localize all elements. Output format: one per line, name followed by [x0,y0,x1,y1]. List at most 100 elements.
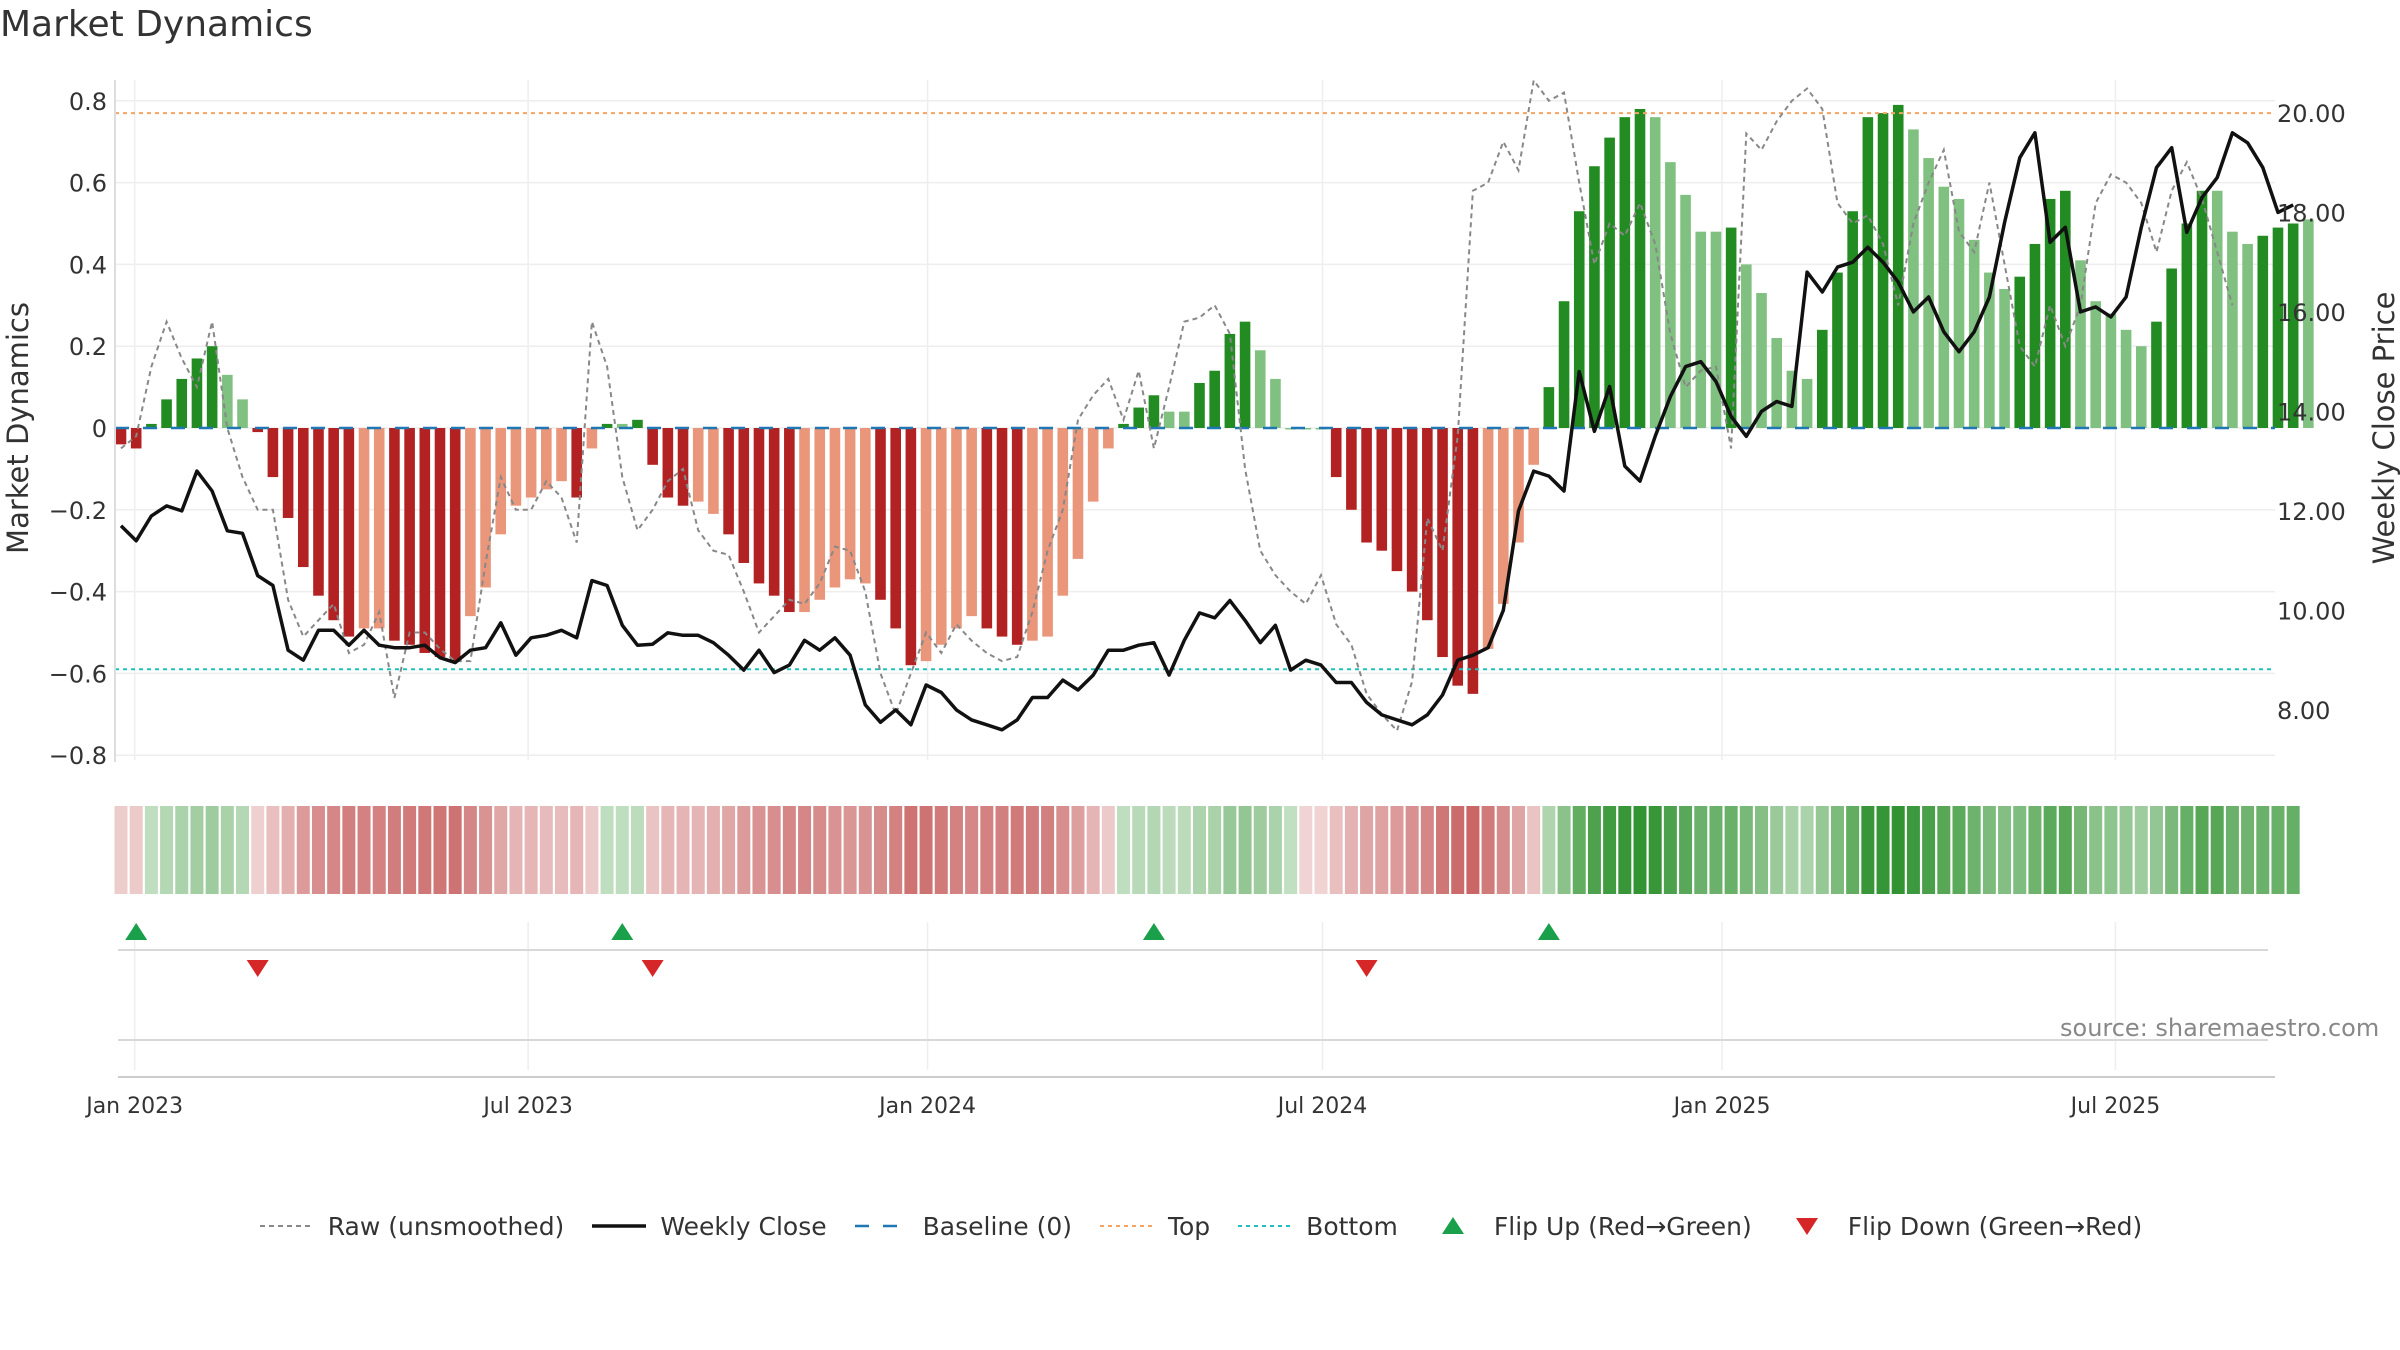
y2-tick-label: 18.00 [2277,199,2346,227]
dynamics-bar [1497,428,1509,604]
regime-cell [1147,806,1161,894]
dynamics-bar [814,428,826,600]
regime-cell [1056,806,1070,894]
regime-cell [782,806,796,894]
dynamics-bar [206,346,218,428]
flip-down-marker [641,960,664,977]
regime-cell [524,806,538,894]
regime-cell [1739,806,1753,894]
y-tick-label: 0 [92,415,107,443]
dynamics-bar [1725,227,1737,428]
dynamics-bar [541,428,552,490]
regime-cell [403,806,417,894]
regime-cell [1557,806,1571,894]
dynamics-bar [920,428,932,662]
dynamics-bar [966,428,977,617]
regime-cell [1846,806,1860,894]
dynamics-bar [1042,428,1053,637]
dynamics-bar [358,428,370,629]
dynamics-bar [191,358,203,428]
regime-cell [1906,806,1920,894]
regime-cell [1511,806,1525,894]
dynamics-bar [2196,190,2208,428]
regime-cell [2180,806,2194,894]
dynamics-bar [1999,288,2010,428]
dynamics-bar [1118,423,1129,428]
regime-cell [1466,806,1480,894]
dynamics-bar [1224,333,1236,428]
dynamics-bar [510,428,522,506]
regime-cell [281,806,295,894]
dynamics-bar [525,428,537,498]
regime-cell [889,806,903,894]
regime-cell [1618,806,1632,894]
regime-cell [372,806,386,894]
dynamics-bar [2075,260,2086,428]
dynamics-bar [996,428,1008,637]
dynamics-bar [951,428,962,629]
x-tick-label: Jan 2024 [877,1094,976,1119]
regime-cell [585,806,599,894]
dynamics-bar [905,428,917,666]
regime-cell [144,806,158,894]
dynamics-bar [1103,428,1114,449]
regime-cell [311,806,325,894]
regime-cell [2043,806,2057,894]
regime-cell [1268,806,1282,894]
dynamics-bar [890,428,901,629]
legend: Raw (unsmoothed) Weekly Close Baseline (0)… [0,1206,2400,1246]
dynamics-bar [2166,268,2177,428]
regime-cell [1587,806,1601,894]
dynamics-bar [222,374,233,428]
regime-cell [1253,806,1267,894]
regime-cell [1420,806,1434,894]
y2-tick-label: 10.00 [2277,597,2346,625]
axes: 0.8 0.6 0.4 0.2 0 −0.2 −0.4 −0.6 −0.8 20.00 18.00 1… [1,80,2400,1119]
regime-cell [1101,806,1115,894]
y-tick-label: −0.2 [49,497,107,525]
regime-cell [646,806,660,894]
regime-cell [236,806,250,894]
series-lines [119,77,2294,733]
dynamics-bar [1953,198,1965,428]
y2-axis-label: Weekly Close Price [2367,292,2400,565]
dynamics-bar [692,428,704,502]
flip-up-marker [611,923,634,940]
legend-swatch [259,1225,314,1227]
regime-cell [1527,806,1541,894]
dynamics-bar [2303,219,2314,428]
legend-label: Bottom [1306,1211,1398,1241]
regime-cell [691,806,705,894]
regime-cell [1952,806,1966,894]
legend-item: Weekly Close [590,1212,827,1241]
y-tick-label: 0.8 [69,88,107,116]
dynamics-bar [738,428,750,563]
dynamics-bar [2272,227,2284,428]
dynamics-bar [1908,129,1919,428]
regime-cell [1861,806,1875,894]
dynamics-bar [1771,338,1783,428]
dynamics-bar [1877,113,1889,428]
regime-cell [1542,806,1556,894]
x-tick-label: Jan 2025 [1672,1094,1771,1119]
regime-cell [706,806,720,894]
regime-cell [2104,806,2118,894]
regime-cell [1496,806,1510,894]
dynamics-bar [935,428,947,645]
dynamics-bar [1680,194,1691,428]
regime-cell [2210,806,2224,894]
regime-cell [190,806,204,894]
legend-item: Flip Up (Red→Green) [1424,1212,1752,1241]
regime-cell [1117,806,1131,894]
legend-swatch [854,1224,909,1228]
regime-cell [600,806,614,894]
flip-up-marker [1142,923,1165,940]
legend-swatch [592,1224,647,1228]
dynamics-bar [465,428,476,617]
regime-cell [1041,806,1055,894]
dynamics-bar [2181,223,2193,428]
x-tick-label: Jul 2023 [481,1094,573,1119]
x-tick-label: Jan 2023 [84,1094,183,1119]
regime-cell [463,806,477,894]
dynamics-bar [1801,378,1813,428]
